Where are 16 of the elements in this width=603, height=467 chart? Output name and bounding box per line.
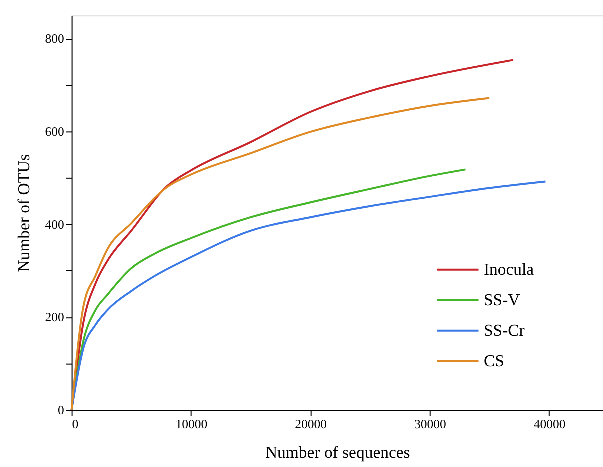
x-tick-label: 10000 bbox=[176, 417, 208, 432]
x-axis-title: Number of sequences bbox=[265, 442, 410, 462]
y-tick-label: 0 bbox=[58, 404, 64, 418]
y-tick-label: 400 bbox=[45, 218, 64, 232]
legend-label: CS bbox=[484, 351, 504, 370]
x-tick-label: 30000 bbox=[414, 417, 446, 432]
legend-label: SS-Cr bbox=[484, 320, 526, 340]
y-tick-label: 200 bbox=[45, 310, 64, 325]
legend-label: Inocula bbox=[484, 260, 535, 279]
y-axis-title: Number of OTUs bbox=[14, 154, 34, 272]
y-tick-label: 600 bbox=[45, 125, 64, 140]
y-tick-label: 800 bbox=[45, 32, 64, 46]
x-tick-label: 0 bbox=[72, 417, 79, 432]
x-tick-label: 40000 bbox=[534, 417, 566, 432]
legend-label: SS-V bbox=[484, 290, 520, 310]
x-tick-label: 20000 bbox=[295, 417, 327, 432]
